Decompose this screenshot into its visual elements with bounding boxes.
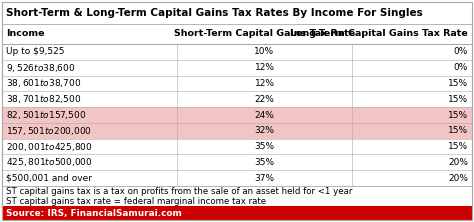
Text: 12%: 12%: [255, 63, 274, 72]
Text: $38,601 to $38,700: $38,601 to $38,700: [6, 77, 81, 89]
Bar: [2, 2, 472, 220]
Text: 15%: 15%: [448, 79, 468, 88]
Text: 37%: 37%: [255, 174, 274, 183]
Bar: [2, 123, 472, 139]
Text: 10%: 10%: [255, 47, 274, 56]
Bar: [2, 206, 472, 220]
Text: 24%: 24%: [255, 111, 274, 119]
Text: ST capital gains tax rate = federal marginal income tax rate: ST capital gains tax rate = federal marg…: [6, 196, 266, 206]
Text: 20%: 20%: [448, 174, 468, 183]
Text: 35%: 35%: [255, 142, 274, 151]
Text: $38,701 to $82,500: $38,701 to $82,500: [6, 93, 81, 105]
Text: 15%: 15%: [448, 95, 468, 104]
Text: $9,526 to $38,600: $9,526 to $38,600: [6, 62, 75, 74]
Text: 15%: 15%: [448, 142, 468, 151]
Text: 32%: 32%: [255, 126, 274, 135]
Text: 35%: 35%: [255, 158, 274, 167]
Bar: [2, 2, 472, 220]
Bar: [2, 107, 472, 123]
Text: 20%: 20%: [448, 158, 468, 167]
Bar: [2, 2, 472, 24]
Bar: [2, 24, 472, 44]
Text: 15%: 15%: [448, 111, 468, 119]
Text: Income: Income: [6, 30, 45, 38]
Text: ST capital gains tax is a tax on profits from the sale of an asset held for <1 y: ST capital gains tax is a tax on profits…: [6, 186, 352, 196]
Text: 15%: 15%: [448, 126, 468, 135]
Text: Source: IRS, FinancialSamurai.com: Source: IRS, FinancialSamurai.com: [6, 208, 182, 218]
Text: 12%: 12%: [255, 79, 274, 88]
Text: $500,001 and over: $500,001 and over: [6, 174, 92, 183]
Text: $157,501 to $200,000: $157,501 to $200,000: [6, 125, 92, 137]
Text: 0%: 0%: [454, 47, 468, 56]
Text: 0%: 0%: [454, 63, 468, 72]
Text: $82,501 to $157,500: $82,501 to $157,500: [6, 109, 86, 121]
Text: 22%: 22%: [255, 95, 274, 104]
Text: $200,001 to $425,800: $200,001 to $425,800: [6, 141, 92, 153]
Text: Short-Term Capital Gains Tax Rate: Short-Term Capital Gains Tax Rate: [174, 30, 355, 38]
Text: Short-Term & Long-Term Capital Gains Tax Rates By Income For Singles: Short-Term & Long-Term Capital Gains Tax…: [6, 8, 423, 18]
Text: Up to $9,525: Up to $9,525: [6, 47, 64, 56]
Text: $425,801 to $500,000: $425,801 to $500,000: [6, 156, 92, 168]
Text: Long-Term Capital Gains Tax Rate: Long-Term Capital Gains Tax Rate: [290, 30, 468, 38]
Bar: [2, 186, 472, 206]
